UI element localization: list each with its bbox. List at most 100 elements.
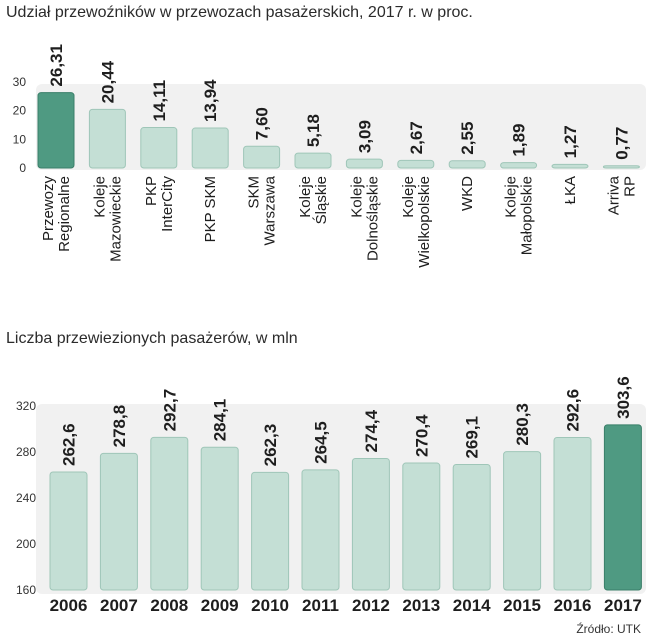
bar-value-label: 262,3 bbox=[261, 424, 280, 467]
category-label-line: Regionalne bbox=[56, 176, 73, 252]
category-label-line: RP bbox=[621, 176, 638, 197]
bar-value-label: 262,6 bbox=[60, 423, 79, 466]
bar-value-label: 292,7 bbox=[160, 389, 179, 432]
x-tick-label: 2007 bbox=[100, 596, 138, 615]
category-label-line: Koleje bbox=[400, 176, 417, 218]
bar bbox=[397, 159, 435, 169]
bar-value-label: 1,27 bbox=[561, 125, 580, 158]
x-tick-label: 2010 bbox=[251, 596, 289, 615]
category-label: SKM Warszawa bbox=[246, 175, 279, 245]
y-tick-label: 320 bbox=[16, 399, 36, 413]
bar bbox=[301, 469, 340, 591]
bar bbox=[37, 92, 75, 169]
category-label-line: Arriva bbox=[605, 175, 622, 215]
source-note: Źródło: UTK bbox=[576, 622, 641, 636]
y-tick-label: 0 bbox=[19, 161, 26, 175]
x-tick-label: 2016 bbox=[554, 596, 592, 615]
bar-value-label: 280,3 bbox=[513, 403, 532, 446]
category-label: PKP SKM bbox=[202, 176, 219, 242]
bar-value-label: 2,55 bbox=[458, 122, 477, 155]
bar-value-label: 303,6 bbox=[614, 376, 633, 419]
bar-value-label: 274,4 bbox=[362, 409, 381, 452]
plot-band bbox=[36, 84, 646, 170]
x-tick-label: 2015 bbox=[503, 596, 541, 615]
chart2-title: Liczba przewiezionych pasażerów, w mln bbox=[6, 330, 298, 347]
y-tick-label: 240 bbox=[16, 491, 36, 505]
chart1-title: Udział przewoźników w przewozach pasażer… bbox=[6, 4, 473, 21]
bar-value-label: 3,09 bbox=[355, 120, 374, 153]
bar-value-label: 7,60 bbox=[253, 107, 272, 140]
category-label-line: Koleje bbox=[91, 176, 108, 218]
bar bbox=[448, 160, 486, 169]
category-label: Koleje Wielkopolskie bbox=[400, 176, 433, 268]
y-tick-label: 10 bbox=[13, 132, 27, 146]
bar bbox=[88, 108, 126, 169]
bar-value-label: 13,94 bbox=[201, 79, 220, 122]
category-label-line: Warszawa bbox=[262, 175, 279, 245]
bar bbox=[200, 446, 239, 591]
x-tick-label: 2014 bbox=[453, 596, 491, 615]
x-tick-label: 2008 bbox=[150, 596, 188, 615]
bar bbox=[503, 451, 542, 591]
bar-value-label: 2,67 bbox=[407, 121, 426, 154]
bar-value-label: 264,5 bbox=[312, 421, 331, 464]
category-label: Koleje Śląskie bbox=[297, 176, 330, 224]
bar bbox=[402, 462, 441, 591]
y-tick-label: 200 bbox=[16, 537, 36, 551]
category-label-line: SKM bbox=[246, 176, 263, 209]
category-label-line: Koleje bbox=[348, 176, 365, 218]
category-label: WKD bbox=[459, 176, 476, 211]
bar bbox=[602, 165, 640, 169]
bar-value-label: 270,4 bbox=[412, 414, 431, 457]
category-label-line: WKD bbox=[459, 176, 476, 211]
category-label-line: Koleje bbox=[503, 176, 520, 218]
x-tick-label: 2012 bbox=[352, 596, 390, 615]
y-tick-label: 20 bbox=[13, 104, 27, 118]
category-label-line: Dolnośląskie bbox=[364, 176, 381, 261]
category-label: Arriva RP bbox=[605, 175, 638, 215]
bar-value-label: 278,8 bbox=[110, 405, 129, 448]
bar-value-label: 0,77 bbox=[612, 127, 631, 160]
y-tick-label: 160 bbox=[16, 583, 36, 597]
category-label: Przewozy Regionalne bbox=[40, 176, 73, 252]
bar bbox=[99, 452, 138, 591]
category-label-line: Koleje bbox=[297, 176, 314, 218]
category-label-line: ŁKA bbox=[562, 176, 579, 204]
bar bbox=[551, 163, 589, 169]
category-label-line: InterCity bbox=[159, 176, 176, 232]
y-tick-label: 30 bbox=[13, 75, 27, 89]
bar-value-label: 20,44 bbox=[98, 60, 117, 103]
x-tick-label: 2011 bbox=[302, 596, 339, 615]
bar bbox=[191, 127, 229, 169]
category-label-line: Wielkopolskie bbox=[416, 176, 433, 268]
bar bbox=[243, 145, 281, 169]
bar bbox=[150, 436, 189, 591]
bar-value-label: 1,89 bbox=[510, 123, 529, 156]
bar-value-label: 284,1 bbox=[211, 399, 230, 442]
bar bbox=[500, 162, 538, 169]
bar bbox=[351, 457, 390, 591]
bar bbox=[251, 471, 290, 591]
category-label-line: Przewozy bbox=[40, 176, 57, 242]
category-label: Koleje Małopolskie bbox=[503, 176, 536, 255]
bar-value-label: 5,18 bbox=[304, 114, 323, 147]
carrier-share-chart: 0 10 20 30 26,31 Przewozy Regionalne 20,44 Kolej… bbox=[13, 44, 646, 268]
category-label: ŁKA bbox=[562, 176, 579, 204]
x-tick-label: 2013 bbox=[402, 596, 440, 615]
category-label-line: PKP SKM bbox=[202, 176, 219, 242]
category-label: PKP InterCity bbox=[143, 176, 176, 232]
x-tick-label: 2009 bbox=[201, 596, 239, 615]
bar bbox=[603, 424, 642, 591]
category-label: Koleje Mazowieckie bbox=[91, 176, 124, 262]
bar bbox=[140, 127, 178, 169]
category-label-line: Mazowieckie bbox=[107, 176, 124, 262]
bar bbox=[49, 471, 88, 591]
x-tick-label: 2017 bbox=[604, 596, 642, 615]
bar-value-label: 292,6 bbox=[564, 389, 583, 432]
bar-value-label: 269,1 bbox=[463, 416, 482, 459]
bar bbox=[553, 437, 592, 591]
y-tick-label: 280 bbox=[16, 445, 36, 459]
category-label-line: Małopolskie bbox=[519, 176, 536, 255]
bar bbox=[345, 158, 383, 169]
